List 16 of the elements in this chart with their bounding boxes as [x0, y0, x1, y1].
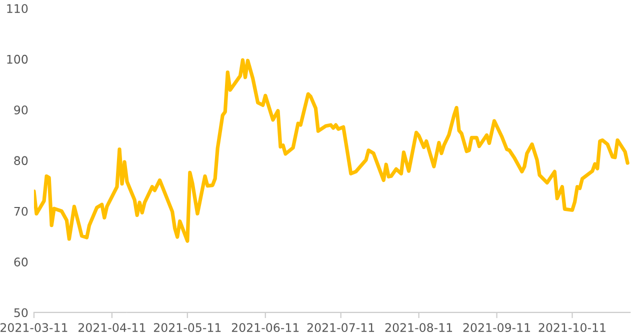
- y-tick-label: 100: [7, 54, 28, 64]
- x-tick-label: 2021-06-11: [232, 323, 299, 332]
- line-series: [34, 58, 630, 243]
- y-tick-label: 60: [14, 258, 28, 266]
- x-tick-label: 2021-10-11: [538, 323, 606, 332]
- x-tick-label: 2021-05-11: [154, 323, 221, 332]
- y-tick-label: 90: [14, 105, 28, 114]
- x-tick-label: 2021-08-11: [385, 323, 452, 332]
- y-tick-label: 50: [14, 308, 28, 318]
- y-tick-label: 70: [14, 206, 28, 216]
- y-tick-label: 110: [7, 4, 28, 14]
- x-tick-label: 2021-04-11: [78, 323, 146, 332]
- x-tick-label: 2021-07-11: [307, 323, 374, 332]
- x-tick-label: 2021-09-11: [463, 323, 530, 332]
- x-tick-label: 2021-03-11: [0, 323, 68, 332]
- y-tick-label: 80: [14, 156, 28, 166]
